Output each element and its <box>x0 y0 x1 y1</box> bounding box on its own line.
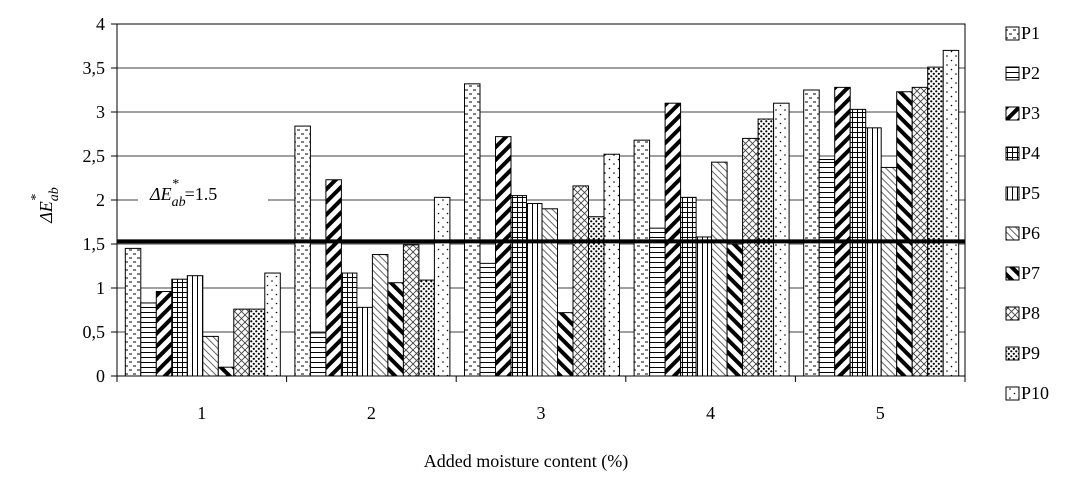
legend-label-p9: P9 <box>1021 343 1040 363</box>
bar-p2-cat-4 <box>649 227 666 377</box>
bar-p6-cat-2 <box>371 254 389 377</box>
y-tick-label: 2 <box>96 190 105 210</box>
bar-p6-cat-1 <box>202 335 219 377</box>
bar-p6-cat-3 <box>541 208 558 377</box>
x-tick-label: 5 <box>876 403 885 423</box>
bar-p1-cat-5 <box>803 89 820 377</box>
reference-label-subscript: ab <box>172 195 186 210</box>
x-tick-label: 2 <box>367 403 376 423</box>
bar-p5-cat-2 <box>356 306 373 377</box>
bar-p6-cat-4 <box>711 161 728 377</box>
legend-label-p3: P3 <box>1021 103 1040 123</box>
y-tick-label: 1,5 <box>83 234 106 254</box>
bar-p8-cat-1 <box>233 308 250 377</box>
bar-p1-cat-4 <box>633 139 651 377</box>
bar-p10-cat-5 <box>942 49 960 377</box>
bar-p10-cat-3 <box>603 153 620 377</box>
reference-label-background <box>138 176 268 204</box>
y-axis-title: ΔEab* <box>29 187 62 224</box>
bar-p5-cat-4 <box>695 236 713 377</box>
bar-p10-cat-2 <box>433 196 451 377</box>
bar-p4-cat-3 <box>510 195 527 377</box>
legend-label-p1: P1 <box>1021 23 1040 43</box>
bar-p1-cat-3 <box>464 83 481 377</box>
y-tick-label: 0 <box>96 366 105 386</box>
x-tick-label: 3 <box>537 403 546 423</box>
y-tick-label: 2,5 <box>83 146 106 166</box>
bar-p7-cat-3 <box>557 312 574 377</box>
bar-p2-cat-3 <box>479 262 496 377</box>
y-axis-title-superscript: * <box>29 194 44 201</box>
bar-p8-cat-3 <box>572 185 589 377</box>
bar-p9-cat-1 <box>248 308 266 377</box>
bar-p2-cat-1 <box>140 302 157 377</box>
bar-p8-cat-4 <box>742 137 759 377</box>
bar-p8-cat-5 <box>911 86 929 377</box>
legend-label-p5: P5 <box>1021 183 1040 203</box>
legend-swatch-p8 <box>1005 306 1020 321</box>
legend-swatch-p7 <box>1005 266 1020 281</box>
reference-label-superscript: * <box>172 177 179 192</box>
bar-p10-cat-1 <box>264 272 281 377</box>
legend-label-p4: P4 <box>1021 143 1040 163</box>
bar-p5-cat-3 <box>526 203 543 377</box>
y-tick-label: 3 <box>96 102 105 122</box>
bar-p2-cat-5 <box>818 159 836 377</box>
bar-p4-cat-4 <box>680 196 697 377</box>
bar-p5-cat-1 <box>186 275 204 377</box>
plot-area-frame <box>116 23 966 377</box>
legend-swatch-p6 <box>1005 226 1020 241</box>
bar-p8-cat-2 <box>402 244 420 377</box>
legend-swatch-p5 <box>1005 186 1020 201</box>
bar-p4-cat-2 <box>340 272 358 377</box>
x-axis-title: Added moisture content (%) <box>424 451 628 472</box>
bar-p5-cat-5 <box>865 127 882 377</box>
bar-p7-cat-2 <box>387 282 404 377</box>
bar-p9-cat-5 <box>927 66 944 377</box>
legend-label-p2: P2 <box>1021 63 1040 83</box>
y-tick-label: 1 <box>96 278 105 298</box>
bar-p6-cat-5 <box>880 166 898 377</box>
bar-p3-cat-1 <box>155 291 173 377</box>
bar-p9-cat-4 <box>757 118 775 377</box>
legend-label-p8: P8 <box>1021 303 1040 323</box>
legend-swatch-p4 <box>1005 146 1020 161</box>
bar-p7-cat-5 <box>896 91 913 377</box>
y-tick-label: 4 <box>96 14 105 34</box>
bar-p3-cat-5 <box>834 86 851 377</box>
legend-swatch-p1 <box>1005 26 1020 41</box>
reference-label-suffix: =1.5 <box>185 184 218 204</box>
legend-label-p10: P10 <box>1021 383 1049 403</box>
reference-line-label: ΔEab * =1.5 <box>149 177 217 210</box>
legend-label-p6: P6 <box>1021 223 1040 243</box>
bar-p1-cat-2 <box>294 125 311 377</box>
y-axis-title-prefix: ΔE <box>36 201 56 224</box>
legend-swatch-p2 <box>1005 66 1020 81</box>
y-axis-title-subscript: ab <box>47 187 62 201</box>
x-tick-label: 1 <box>197 403 206 423</box>
bar-p7-cat-4 <box>726 243 744 377</box>
bar-p1-cat-1 <box>124 247 142 377</box>
bar-p3-cat-2 <box>325 179 342 377</box>
bar-p3-cat-3 <box>495 136 512 377</box>
y-tick-label: 3,5 <box>83 58 106 78</box>
reference-label-prefix: ΔE <box>149 184 172 204</box>
legend-swatch-p9 <box>1005 346 1020 361</box>
bar-p9-cat-2 <box>418 279 435 377</box>
legend-label-p7: P7 <box>1021 263 1040 283</box>
legend-swatch-p3 <box>1005 106 1020 121</box>
bar-p4-cat-1 <box>171 278 188 377</box>
x-tick-label: 4 <box>706 403 715 423</box>
legend-swatch-p10 <box>1005 386 1020 401</box>
bar-p2-cat-2 <box>309 332 327 377</box>
bar-p7-cat-1 <box>217 366 235 377</box>
y-tick-label: 0,5 <box>83 322 106 342</box>
